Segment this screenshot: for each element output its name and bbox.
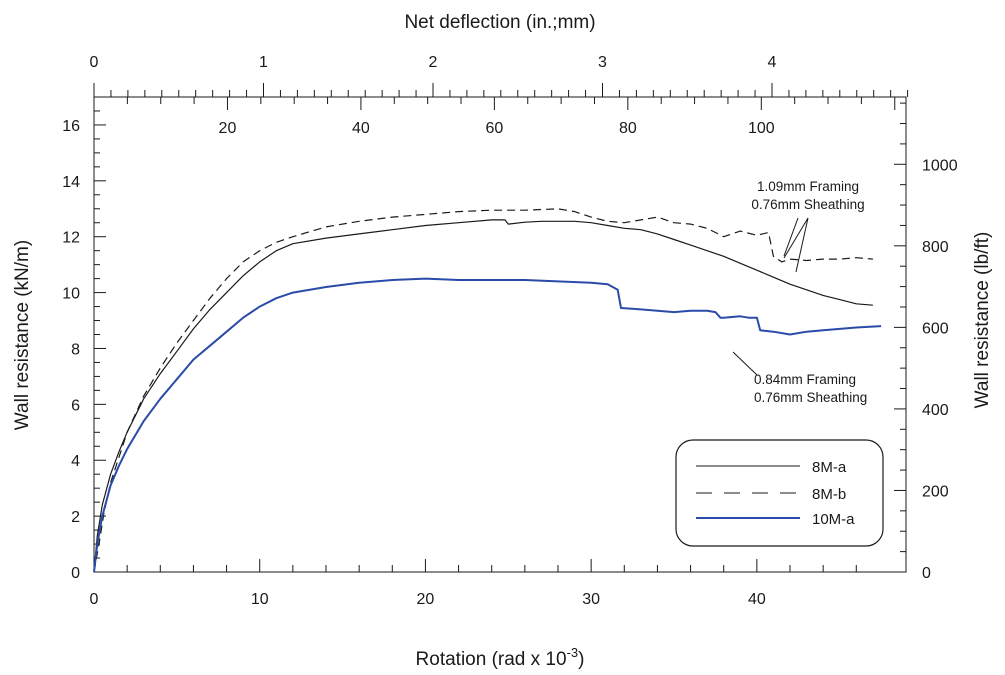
x-tick-label: 40 [748, 591, 766, 608]
y-axis-title: Wall resistance (kN/m) [12, 240, 33, 430]
y-tick-label: 10 [62, 286, 80, 303]
series-line-8m-a [93, 219, 873, 573]
annotation-8m-leader-1 [783, 217, 799, 257]
annotation-10m-leader [732, 351, 758, 376]
y-right-tick-label: 0 [922, 565, 931, 582]
top-inch-tick-label: 0 [90, 54, 99, 71]
y-tick-label: 14 [62, 174, 80, 191]
top-mm-tick-label: 40 [352, 120, 370, 137]
legend-label-10m-a: 10M-a [812, 511, 855, 528]
y-tick-label: 4 [71, 453, 80, 470]
x-tick-label: 20 [417, 591, 435, 608]
y-right-tick-label: 800 [922, 239, 949, 256]
series-group [93, 208, 882, 573]
y-right-axis-title: Wall resistance (lb/ft) [972, 232, 993, 409]
x-axis-title: Rotation (rad x 10-3) [416, 645, 585, 670]
legend-label-8m-a: 8M-a [812, 459, 847, 476]
annotation-8m-line-2: 0.76mm Sheathing [751, 197, 864, 212]
top-inch-tick-label: 1 [259, 54, 268, 71]
annotation-8m-line-1: 1.09mm Framing [757, 179, 859, 194]
y-right-tick-label: 1000 [922, 157, 958, 174]
legend: 8M-a 8M-b 10M-a [675, 439, 884, 547]
y-tick-label: 8 [71, 341, 80, 358]
y-right-tick-label: 600 [922, 320, 949, 337]
top-mm-tick-label: 20 [219, 120, 237, 137]
y-tick-label: 2 [71, 509, 80, 526]
y-tick-label: 6 [71, 397, 80, 414]
top-inch-tick-label: 2 [429, 54, 438, 71]
x-tick-label: 10 [251, 591, 269, 608]
x-tick-label: 0 [90, 591, 99, 608]
y-tick-label: 16 [62, 118, 80, 135]
y-right-tick-label: 200 [922, 483, 949, 500]
annotation-10m-line-1: 0.84mm Framing [754, 372, 856, 387]
annotation-8m-leader-3 [795, 217, 809, 273]
annotation-8m: 1.09mm Framing 0.76mm Sheathing [751, 179, 865, 273]
y-right-tick-label: 400 [922, 402, 949, 419]
y-tick-label: 12 [62, 230, 80, 247]
top-inch-tick-label: 3 [598, 54, 607, 71]
annotation-8m-leader-2 [783, 217, 809, 259]
annotation-10m: 0.84mm Framing 0.76mm Sheathing [732, 351, 867, 405]
y-tick-label: 0 [71, 565, 80, 582]
top-mm-tick-label: 100 [748, 120, 775, 137]
x-tick-label: 30 [582, 591, 600, 608]
legend-label-8m-b: 8M-b [812, 486, 846, 503]
series-line-10m-a [93, 277, 882, 573]
top-mm-tick-label: 80 [619, 120, 637, 137]
annotation-10m-line-2: 0.76mm Sheathing [754, 390, 867, 405]
series-line-8m-b [93, 208, 873, 573]
top-mm-tick-label: 60 [485, 120, 503, 137]
top-inch-tick-label: 4 [768, 54, 777, 71]
top-axis-title: Net deflection (in.;mm) [404, 12, 595, 33]
axis-ticks: 0 10 20 30 400246810121416020040060080010000… [62, 54, 957, 608]
